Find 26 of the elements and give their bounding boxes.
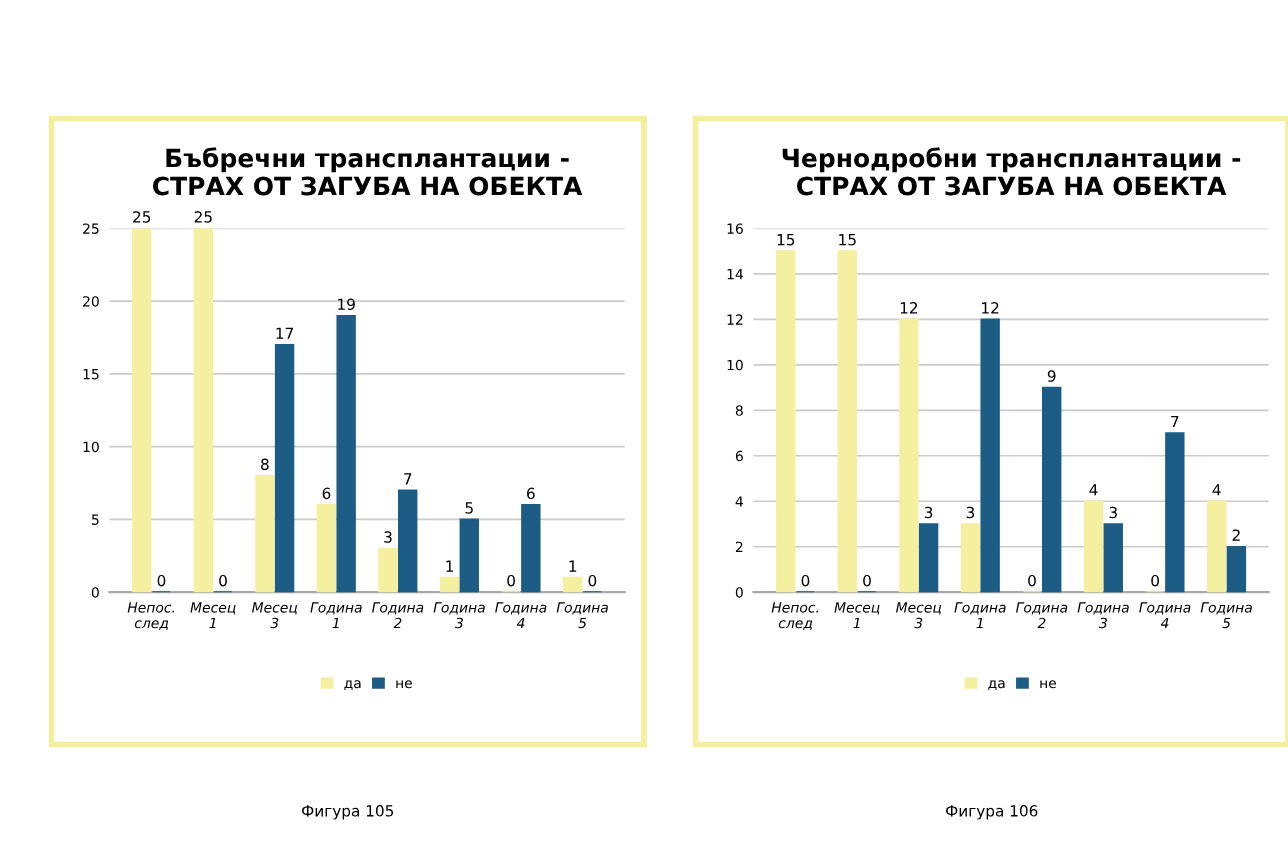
bar <box>1103 523 1123 593</box>
bar <box>439 576 460 593</box>
bar <box>398 489 418 593</box>
bar <box>521 504 541 593</box>
bar <box>1165 432 1185 593</box>
bar <box>132 228 152 593</box>
bar <box>193 228 214 593</box>
bar <box>776 250 796 593</box>
bar <box>255 474 275 593</box>
bar <box>562 576 583 593</box>
bar <box>960 523 981 593</box>
bar <box>1083 500 1104 593</box>
bar <box>899 318 919 593</box>
chart-title: Бъбречни трансплантации - СТРАХ ОТ ЗАГУБА НА ОБЕКТА <box>152 147 583 196</box>
bar <box>1042 386 1062 593</box>
bar <box>378 547 398 593</box>
bar <box>837 250 858 593</box>
bar <box>316 504 337 593</box>
chart-title: Чернодробни трансплантации - СТРАХ ОТ ЗАГУБА НА ОБЕКТА <box>782 147 1241 196</box>
bar <box>980 318 1000 593</box>
bar <box>1226 545 1247 593</box>
bar <box>918 523 939 593</box>
bar <box>336 314 356 593</box>
bar <box>1206 500 1227 593</box>
bar <box>459 518 479 593</box>
bar <box>274 343 295 593</box>
